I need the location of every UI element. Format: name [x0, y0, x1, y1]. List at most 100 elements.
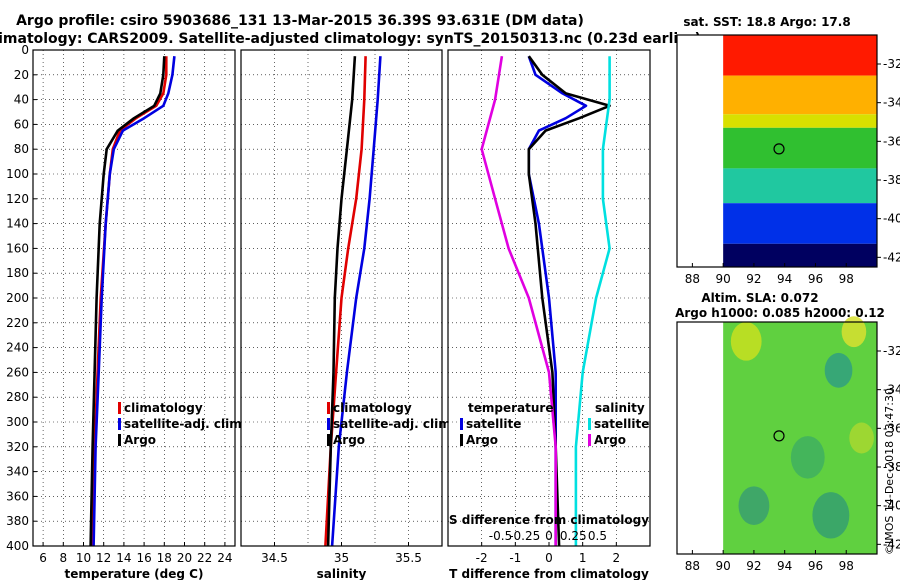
y-tick-label: -32 — [883, 57, 900, 71]
y-tick-label: -42 — [883, 537, 900, 551]
y-tick-label: 60 — [14, 117, 29, 131]
y-tick-label: 120 — [6, 192, 29, 206]
map-frame — [676, 321, 878, 555]
sla-blob-1 — [730, 322, 762, 361]
x-tick-label: 16 — [136, 551, 151, 565]
difference-panel: -2 -1 0 1 2 T difference from climatology S di… — [447, 49, 651, 580]
legend-climatology-label: climatology — [124, 401, 203, 415]
legend-climatology-swatch — [118, 402, 121, 414]
sst-band-0 — [723, 35, 877, 76]
legend-argo-label: Argo — [333, 433, 365, 447]
y-tick-label: -40 — [883, 212, 900, 226]
x-tick-label: 96 — [808, 559, 823, 573]
y-tick-label: 320 — [6, 440, 29, 454]
legend-temperature-title: temperature — [468, 401, 553, 415]
sst-map-panel: sat. SST: 18.8 Argo: 17.8 88 90 92 94 96 98 -32… — [676, 15, 900, 286]
x-tick-label: 96 — [808, 272, 823, 286]
y-tick-label: 100 — [6, 167, 29, 181]
s-tick-label: -0.5 — [489, 529, 512, 543]
legend-s-satellite-label: satellite — [594, 417, 649, 431]
y-tick-label: 280 — [6, 390, 29, 404]
x-tick-label: 0 — [545, 551, 553, 565]
title-line1: Argo profile: csiro 5903686_131 13-Mar-2… — [16, 13, 584, 29]
x-tick-label: 92 — [746, 559, 761, 573]
x-tick-label: 22 — [197, 551, 212, 565]
sst-band-6 — [723, 243, 877, 267]
sla-map-title: Altim. SLA: 0.072 — [701, 291, 818, 305]
s-tick-label: 0 — [545, 529, 553, 543]
x-tick-label: 35.5 — [395, 551, 422, 565]
x-tick-label: 98 — [839, 272, 854, 286]
sla-blob-6 — [849, 422, 874, 454]
sst-band-5 — [723, 203, 877, 244]
x-tick-label: -2 — [476, 551, 488, 565]
legend-t-argo-label: Argo — [466, 433, 498, 447]
series-line-argo — [326, 56, 357, 547]
x-tick-label: 35 — [334, 551, 349, 565]
series-line-t-argo — [527, 55, 611, 547]
x-tick-label: 98 — [839, 559, 854, 573]
y-tick-label: 80 — [14, 142, 29, 156]
legend-satellite-adj-swatch — [118, 418, 121, 430]
s-tick-label: 0.5 — [588, 529, 607, 543]
y-tick-label: 400 — [6, 539, 29, 553]
x-tick-label: 8 — [59, 551, 67, 565]
legend-t-argo-swatch — [460, 434, 463, 446]
x-tick-label: 14 — [116, 551, 131, 565]
x-tick-label: 92 — [746, 272, 761, 286]
x-tick-label: 88 — [685, 559, 700, 573]
legend-t-satellite-swatch — [460, 418, 463, 430]
y-tick-label: 300 — [6, 415, 29, 429]
legend-s-argo-swatch — [588, 434, 591, 446]
x-tick-label: 1 — [579, 551, 587, 565]
legend-argo-label: Argo — [124, 433, 156, 447]
x-tick-label: 12 — [96, 551, 111, 565]
y-tick-label: -34 — [883, 383, 900, 397]
map-frame — [676, 34, 878, 268]
y-tick-label: 380 — [6, 514, 29, 528]
y-tick-label: 360 — [6, 489, 29, 503]
y-tick-label: -36 — [883, 421, 900, 435]
x-tick-label: 34.5 — [261, 551, 288, 565]
series-line-s-satellite — [574, 56, 611, 546]
legend-satellite-adj-label: satellite-adj. clim. — [124, 417, 246, 431]
sla-blob-5 — [812, 492, 850, 539]
y-tick-label: 0 — [21, 43, 29, 57]
legend-s-satellite-swatch — [588, 418, 591, 430]
sst-map-title: sat. SST: 18.8 Argo: 17.8 — [683, 15, 850, 29]
y-tick-label: 160 — [6, 241, 29, 255]
sst-band-3 — [723, 127, 877, 169]
legend-argo-swatch — [118, 434, 121, 446]
x-tick-label: 94 — [777, 272, 792, 286]
y-tick-label: 140 — [6, 217, 29, 231]
title-line2: Climatology: CARS2009. Satellite-adjuste… — [0, 31, 701, 47]
sst-band-4 — [723, 168, 877, 204]
y-tick-label: 260 — [6, 365, 29, 379]
legend-t-satellite-label: satellite — [466, 417, 521, 431]
y-tick-label: -34 — [883, 96, 900, 110]
x-tick-label: 2 — [613, 551, 621, 565]
y-tick-label: 200 — [6, 291, 29, 305]
y-tick-label: 20 — [14, 68, 29, 82]
x-tick-label: 90 — [716, 559, 731, 573]
x-axis-label: T difference from climatology — [449, 567, 649, 580]
legend-satellite-adj-swatch — [327, 418, 330, 430]
x-tick-label: 94 — [777, 559, 792, 573]
argo-location-marker — [773, 143, 785, 155]
x-axis-label: temperature (deg C) — [65, 567, 204, 580]
legend-argo-swatch — [327, 434, 330, 446]
y-tick-label: -38 — [883, 173, 900, 187]
y-tick-label: 180 — [6, 266, 29, 280]
timestamp-stamp: ©IMOS 14-Dec-2018 03:47:30 — [883, 388, 896, 555]
legend-salinity-title: salinity — [595, 401, 645, 415]
series-line-satellite-adj-clim- — [330, 56, 382, 547]
x-tick-label: 24 — [217, 551, 232, 565]
series-line-argo — [89, 56, 166, 547]
sla-map-subtitle: Argo h1000: 0.085 h2000: 0.12 — [675, 306, 885, 320]
y-tick-label: -38 — [883, 460, 900, 474]
s-tick-label: 0.25 — [560, 529, 587, 543]
salinity-panel: 34.5 35 35.5 salinity climatology satellite-a… — [240, 49, 455, 580]
legend-s-argo-label: Argo — [594, 433, 626, 447]
x-tick-label: 90 — [716, 272, 731, 286]
